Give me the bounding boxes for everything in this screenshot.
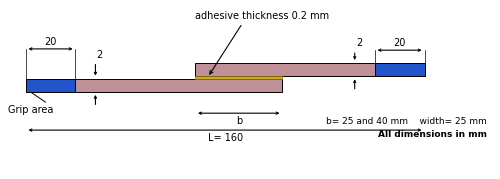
- Text: Grip area: Grip area: [8, 105, 54, 115]
- Text: 20: 20: [394, 38, 406, 49]
- Text: All dimensions in mm: All dimensions in mm: [378, 130, 487, 139]
- Bar: [195, 63, 424, 76]
- Text: b= 25 and 40 mm    width= 25 mm: b= 25 and 40 mm width= 25 mm: [326, 117, 487, 126]
- Bar: [195, 76, 282, 79]
- Text: 2: 2: [96, 50, 103, 60]
- Text: b: b: [236, 116, 242, 126]
- Text: 20: 20: [44, 37, 56, 47]
- Text: L= 160: L= 160: [208, 133, 242, 143]
- Text: adhesive thickness 0.2 mm: adhesive thickness 0.2 mm: [196, 11, 330, 21]
- Bar: [374, 63, 424, 76]
- Text: 2: 2: [356, 38, 362, 49]
- Bar: [26, 79, 76, 92]
- Bar: [26, 79, 282, 92]
